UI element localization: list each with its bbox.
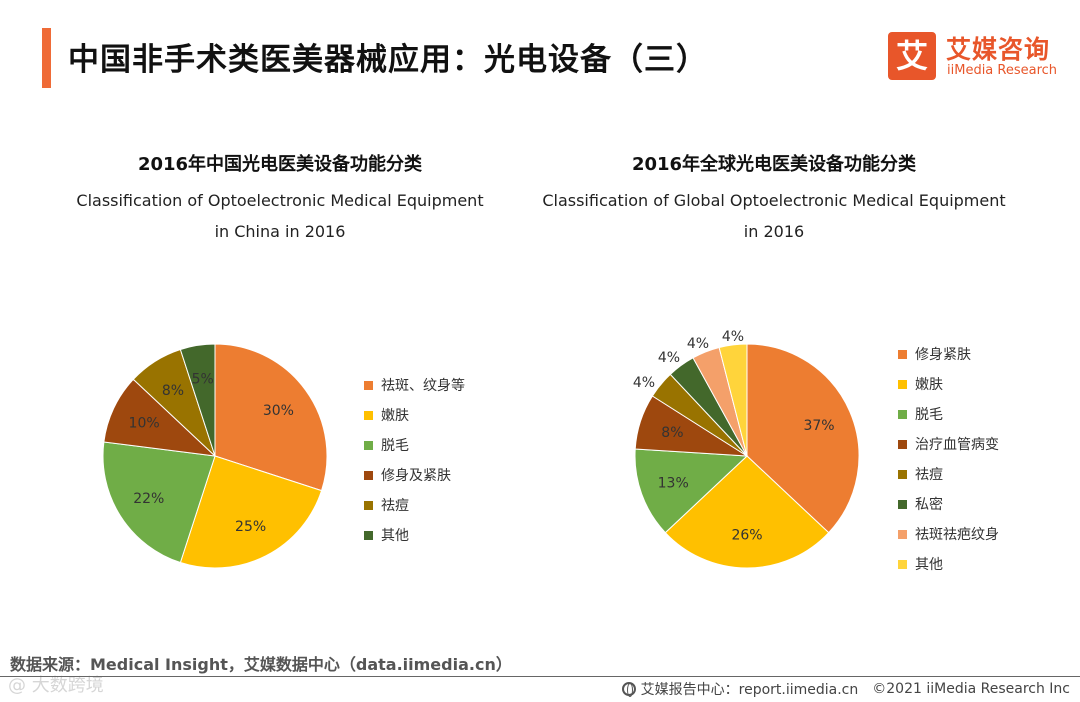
- legend-china: 祛斑、纹身等 嫩肤脱毛修身及紧肤祛痘其他: [364, 370, 465, 550]
- legend-label-0-2: 脱毛: [381, 438, 409, 454]
- logo-mark-icon: 艾: [888, 32, 936, 80]
- pie-label-1-7: 4%: [722, 329, 744, 345]
- legend-label-1-7: 其他: [915, 557, 943, 573]
- legend-label-1-1: 嫩肤: [915, 377, 943, 393]
- chart-global-subtitle-line1: Classification of Global Optoelectronic …: [542, 191, 1006, 210]
- pie-label-1-4: 4%: [633, 375, 655, 391]
- legend-item-1-7: 其他: [898, 549, 999, 579]
- chart-global-subtitle-line2: in 2016: [743, 222, 805, 241]
- footer-copyright: ©2021 iiMedia Research Inc: [872, 681, 1070, 697]
- legend-label-1-6: 祛斑祛疤纹身: [915, 527, 999, 543]
- legend-label-1-3: 治疗血管病变: [915, 437, 999, 453]
- legend-swatch-1-7: [898, 559, 907, 569]
- legend-swatch-0-5: [364, 530, 373, 540]
- legend-swatch-1-6: [898, 529, 907, 539]
- legend-label-0-3: 修身及紧肤: [381, 468, 451, 484]
- legend-swatch-0-2: [364, 440, 373, 450]
- pie-global: 37%26%13%8%4%4%4% 4%: [633, 329, 860, 569]
- legend-item-1-1: 嫩肤: [898, 369, 999, 399]
- legend-item-0-4: 祛痘: [364, 490, 465, 520]
- legend-swatch-1-1: [898, 379, 907, 389]
- chart-global-header: 2016年全球光电医美设备功能分类 Classification of Glob…: [526, 150, 1022, 247]
- legend-item-1-6: 祛斑祛疤纹身: [898, 519, 999, 549]
- pie-slice-0-1: [179, 455, 323, 569]
- legend-item-0-2: 脱毛: [364, 430, 465, 460]
- chart-global-subtitle: Classification of Global Optoelectronic …: [526, 185, 1022, 247]
- pie-label-1-3: 8%: [661, 425, 683, 441]
- legend-label-0-5: 其他: [381, 528, 409, 544]
- pie-slice-0-2: [102, 441, 216, 564]
- footer-report-link[interactable]: 艾媒报告中心：report.iimedia.cn: [640, 682, 859, 698]
- pie-label-0-4: 8%: [162, 383, 184, 399]
- globe-icon: [621, 682, 636, 697]
- legend-item-1-0: 修身紧肤: [898, 339, 999, 369]
- legend-swatch-1-3: [898, 439, 907, 449]
- legend-item-0-1: 嫩肤: [364, 400, 465, 430]
- chart-global-title: 2016年全球光电医美设备功能分类: [631, 154, 917, 175]
- watermark: @ 大数跨境: [8, 675, 104, 696]
- pie-label-0-1: 25%: [235, 519, 266, 535]
- legend-label-0-1: 嫩肤: [381, 408, 409, 424]
- legend-swatch-0-1: [364, 410, 373, 420]
- legend-item-1-5: 私密: [898, 489, 999, 519]
- legend-label-1-4: 祛痘: [915, 467, 943, 483]
- legend-label-0-4: 祛痘: [381, 498, 409, 514]
- chart-china-title: 2016年中国光电医美设备功能分类: [137, 154, 423, 175]
- pie-china: 30% 25% 22% 10% 8% 5%: [102, 343, 328, 569]
- legend-swatch-0-4: [364, 500, 373, 510]
- pie-label-1-0: 37%: [803, 418, 834, 434]
- logo-name-cn: 艾媒咨询: [946, 35, 1051, 64]
- pie-label-0-2: 22%: [133, 491, 164, 507]
- pie-slice-1-2: [634, 448, 749, 534]
- legend-item-1-2: 脱毛: [898, 399, 999, 429]
- pie-slice-0-0: [214, 343, 328, 492]
- title-accent-bar: [42, 28, 51, 88]
- pie-label-1-1: 26%: [731, 527, 762, 543]
- legend-swatch-1-2: [898, 409, 907, 419]
- page-title: 中国非手术类医美器械应用：光电设备（三）: [68, 42, 708, 78]
- footer-bar: 艾媒报告中心：report.iimedia.cn ©2021 iiMedia R…: [621, 679, 1070, 699]
- legend-label-1-2: 脱毛: [915, 407, 943, 423]
- chart-china-subtitle: Classification of Optoelectronic Medical…: [58, 185, 502, 247]
- legend-swatch-0-3: [364, 470, 373, 480]
- pie-slice-1-0: [746, 343, 860, 534]
- legend-label-1-5: 私密: [915, 497, 943, 513]
- legend-item-1-3: 治疗血管病变: [898, 429, 999, 459]
- legend-swatch-0-0: [364, 380, 373, 390]
- pie-label-0-3: 10%: [129, 416, 160, 432]
- pie-label-1-5: 4%: [658, 350, 680, 366]
- legend-item-0-3: 修身及紧肤: [364, 460, 465, 490]
- pie-slice-1-7: [718, 343, 748, 457]
- chart-china-subtitle-line1: Classification of Optoelectronic Medical…: [76, 191, 484, 210]
- footer-divider: [0, 676, 1080, 677]
- legend-item-0-5: 其他: [364, 520, 465, 550]
- legend-item-0-0: 祛斑、纹身等: [364, 370, 465, 400]
- pie-label-0-5: 5%: [192, 372, 214, 388]
- legend-swatch-1-4: [898, 469, 907, 479]
- legend-item-1-4: 祛痘: [898, 459, 999, 489]
- legend-global: 修身紧肤嫩肤脱毛治疗血管病变 祛痘私密祛斑祛疤纹身 其他: [898, 339, 999, 579]
- chart-china-header: 2016年中国光电医美设备功能分类 Classification of Opto…: [58, 150, 502, 247]
- chart-china-subtitle-line2: in China in 2016: [214, 222, 346, 241]
- legend-label-0-0: 祛斑、纹身等: [381, 378, 465, 394]
- pie-slice-1-1: [664, 455, 830, 569]
- pie-label-1-2: 13%: [658, 476, 689, 492]
- logo-name-en: iiMedia Research: [947, 63, 1058, 78]
- iimedia-logo: 艾 艾媒咨询 iiMedia Research: [888, 30, 1068, 84]
- pie-slice-0-5: [179, 343, 216, 457]
- pie-label-1-6: 4%: [687, 336, 709, 352]
- legend-swatch-1-0: [898, 349, 907, 359]
- pie-label-0-0: 30%: [263, 403, 294, 419]
- legend-label-1-0: 修身紧肤: [915, 347, 971, 363]
- legend-swatch-1-5: [898, 499, 907, 509]
- data-source-note: 数据来源：Medical Insight，艾媒数据中心（data.iimedia…: [10, 655, 512, 674]
